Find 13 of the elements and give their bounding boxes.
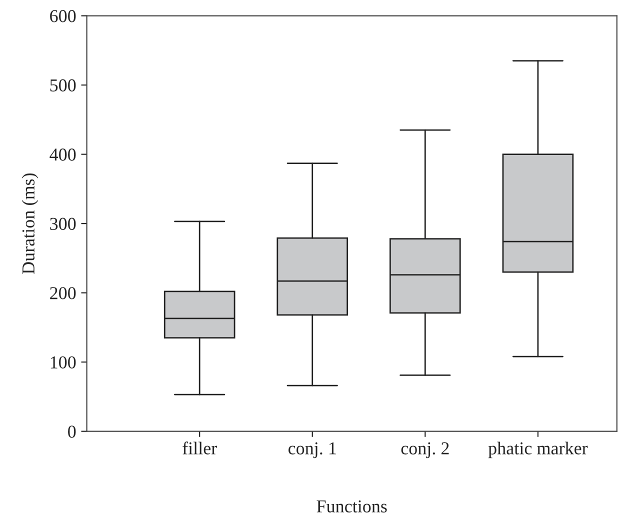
x-axis-title: Functions (316, 500, 387, 512)
x-tick-label: conj. 2 (401, 442, 449, 458)
y-tick-label: 0 (68, 426, 76, 438)
y-tick-label: 400 (50, 148, 76, 161)
x-tick-label: conj. 1 (288, 442, 336, 458)
y-tick-label: 600 (50, 10, 76, 22)
y-tick-label: 300 (50, 218, 76, 230)
x-tick-label: phatic marker (488, 442, 588, 458)
x-tick-label: filler (182, 442, 217, 454)
y-tick-label: 500 (50, 79, 76, 92)
y-axis-title: Duration (ms) (22, 173, 38, 274)
y-tick-label: 200 (50, 287, 76, 300)
y-tick-label: 100 (50, 356, 76, 369)
